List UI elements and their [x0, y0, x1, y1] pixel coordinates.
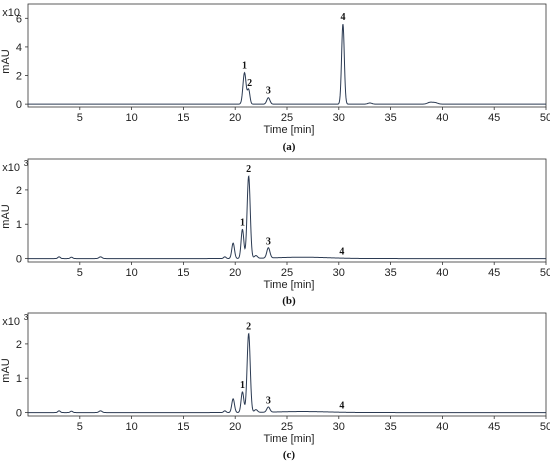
peak-label: 2 — [247, 78, 252, 89]
peak-label: 2 — [246, 322, 251, 333]
y-tick-label: 2 — [16, 185, 22, 197]
x-tick-label: 40 — [436, 112, 448, 124]
x-tick-label: 5 — [77, 267, 83, 279]
x-tick-label: 10 — [125, 267, 137, 279]
x-tick-label: 20 — [229, 112, 241, 124]
y-axis-title: mAU — [0, 358, 12, 383]
x-tick-label: 10 — [125, 421, 137, 433]
y-multiplier: x10 — [2, 7, 20, 19]
peak-label: 1 — [240, 217, 245, 228]
peak-label: 3 — [266, 86, 271, 97]
x-tick-label: 30 — [333, 421, 345, 433]
x-tick-label: 35 — [384, 421, 396, 433]
x-tick-label: 15 — [177, 112, 189, 124]
plot-frame — [27, 312, 547, 417]
x-tick-label: 10 — [125, 112, 137, 124]
y-axis-title: mAU — [0, 49, 12, 74]
peak-label: 3 — [266, 236, 271, 247]
y-tick-label: 1 — [16, 373, 22, 385]
x-axis-title: Time [min] — [264, 124, 315, 136]
y-multiplier-exponent: 3 — [24, 313, 29, 322]
chromatogram-trace — [28, 175, 546, 260]
y-tick-label: 2 — [16, 339, 22, 351]
peak-label: 4 — [340, 12, 345, 23]
x-tick-label: 25 — [281, 267, 293, 279]
x-tick-label: 35 — [384, 267, 396, 279]
y-tick-label: 0 — [16, 408, 22, 420]
peak-label: 4 — [339, 247, 344, 258]
chromatogram-trace — [28, 332, 546, 414]
x-tick-label: 50 — [540, 112, 550, 124]
x-axis-title: Time [min] — [264, 433, 315, 445]
chromatogram-trace — [28, 24, 546, 105]
x-axis-title: Time [min] — [264, 279, 315, 291]
plot-frame — [27, 158, 547, 263]
x-tick-label: 25 — [281, 421, 293, 433]
peak-label: 1 — [242, 61, 247, 72]
panel-label: (b) — [282, 295, 296, 307]
x-tick-label: 45 — [488, 267, 500, 279]
x-tick-label: 40 — [436, 421, 448, 433]
panel-label: (c) — [283, 449, 296, 461]
y-multiplier-exponent: 3 — [24, 159, 29, 168]
y-tick-label: 6 — [16, 13, 22, 25]
y-tick-label: 1 — [16, 219, 22, 231]
y-multiplier: x10 — [2, 316, 20, 328]
x-tick-label: 45 — [488, 112, 500, 124]
x-tick-label: 15 — [177, 267, 189, 279]
y-tick-label: 4 — [16, 42, 22, 54]
x-tick-label: 5 — [77, 421, 83, 433]
x-tick-label: 20 — [229, 421, 241, 433]
x-tick-label: 40 — [436, 267, 448, 279]
x-tick-label: 50 — [540, 267, 550, 279]
y-tick-label: 0 — [16, 254, 22, 266]
y-axis-title: mAU — [0, 204, 12, 229]
x-tick-label: 50 — [540, 421, 550, 433]
x-tick-label: 15 — [177, 421, 189, 433]
y-tick-label: 0 — [16, 99, 22, 111]
peak-label: 3 — [266, 395, 271, 406]
peak-label: 2 — [246, 164, 251, 175]
panel-label: (a) — [283, 141, 296, 153]
peak-label: 1 — [240, 380, 245, 391]
x-tick-label: 5 — [77, 112, 83, 124]
y-tick-label: 2 — [16, 71, 22, 83]
plot-frame — [27, 3, 547, 108]
y-multiplier: x10 — [2, 162, 20, 174]
x-tick-label: 35 — [384, 112, 396, 124]
peak-label: 4 — [339, 401, 344, 412]
chart-panel-3: 5 10 15 20 25 30 35 40 45 50 0 1 2 x10 3 mAU Time [min] 1… — [0, 312, 550, 461]
x-tick-label: 30 — [333, 267, 345, 279]
chart-panel-2: 5 10 15 20 25 30 35 40 45 50 0 1 2 x10 3 mAU Time [min] 1… — [0, 158, 550, 307]
x-tick-label: 20 — [229, 267, 241, 279]
x-tick-label: 30 — [333, 112, 345, 124]
x-tick-label: 45 — [488, 421, 500, 433]
x-tick-label: 25 — [281, 112, 293, 124]
